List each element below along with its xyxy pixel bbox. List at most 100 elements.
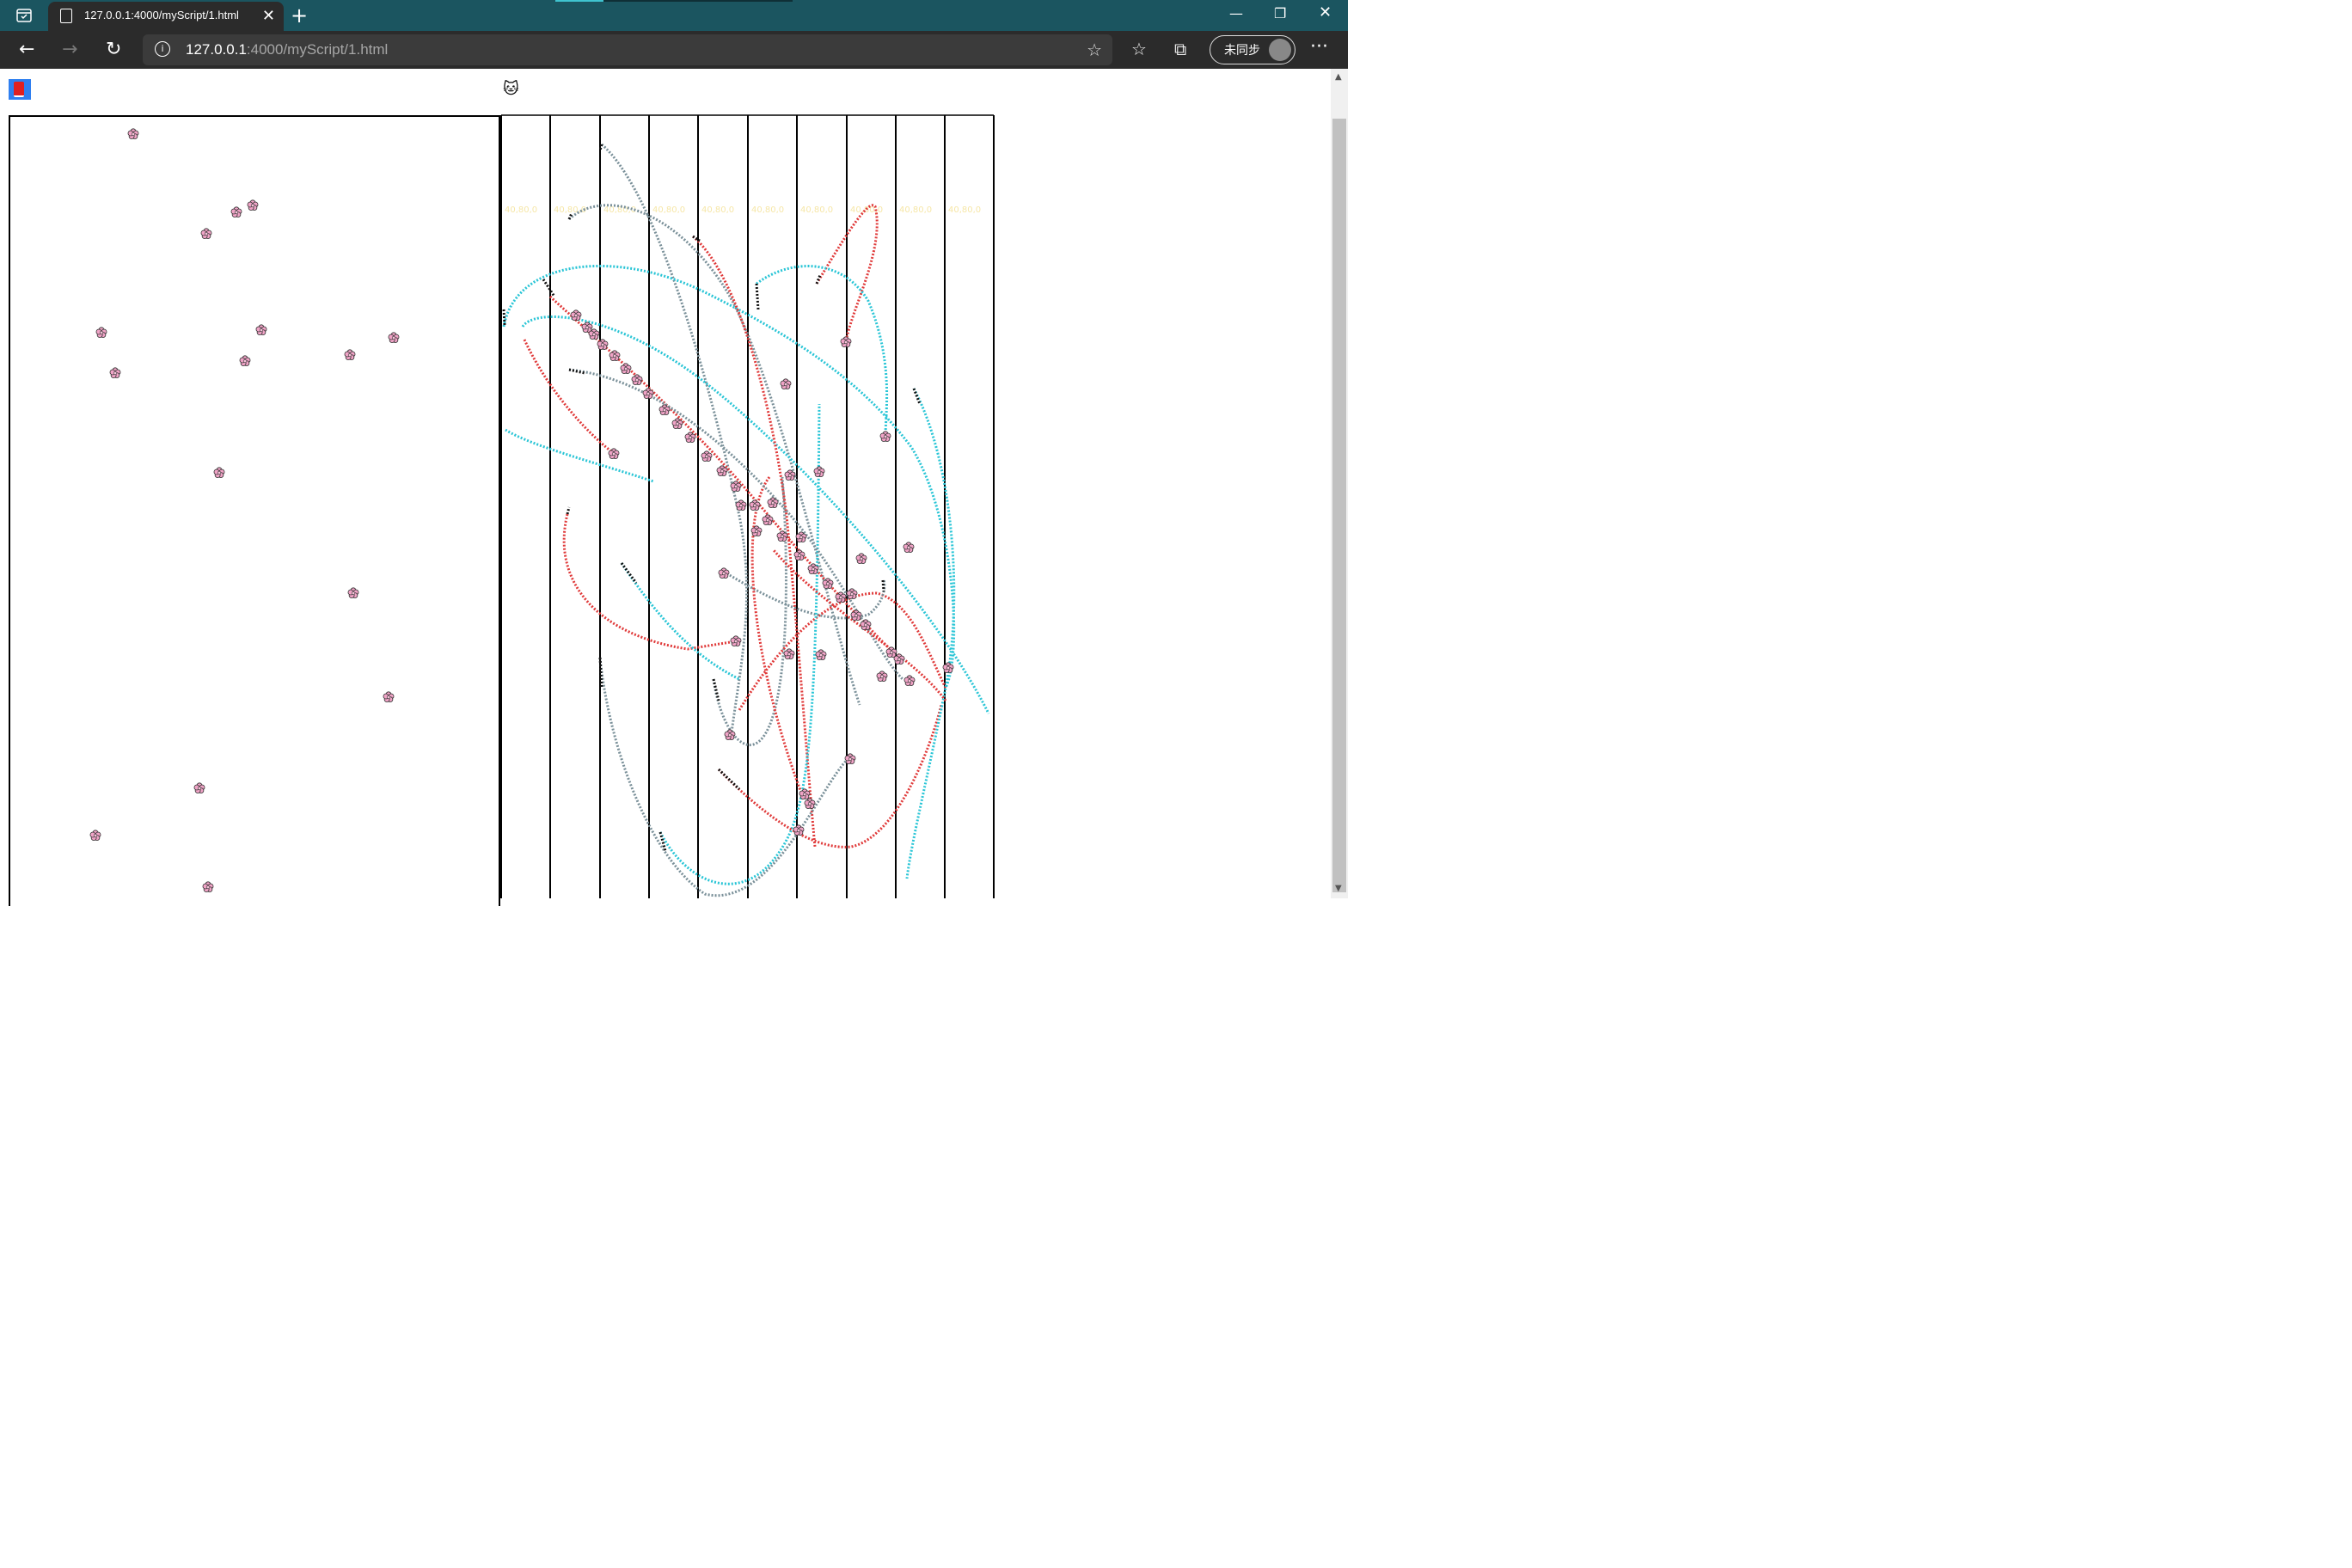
flower-icon[interactable] xyxy=(213,467,225,478)
cat-face-icon[interactable]: 🐱 xyxy=(503,80,519,98)
tab-actions-icon[interactable] xyxy=(15,7,33,24)
browser-tab[interactable]: 127.0.0.1:4000/myScript/1.html ✕ xyxy=(48,2,284,31)
flower-icon[interactable] xyxy=(846,588,858,599)
flower-icon[interactable] xyxy=(903,675,916,686)
flower-icon[interactable] xyxy=(840,336,852,347)
favorites-icon[interactable]: ☆ xyxy=(1131,39,1147,59)
forward-icon[interactable]: → xyxy=(62,39,78,60)
flower-icon[interactable] xyxy=(793,549,805,560)
flower-icon[interactable] xyxy=(730,481,742,492)
flower-icon[interactable] xyxy=(780,378,792,389)
flower-icon[interactable] xyxy=(631,374,643,385)
flower-icon[interactable] xyxy=(718,567,730,579)
close-tab-icon[interactable]: ✕ xyxy=(261,7,275,25)
trajectory-curve xyxy=(905,388,956,879)
flower-icon[interactable] xyxy=(835,591,847,603)
flower-icon[interactable] xyxy=(724,729,736,740)
flower-icon[interactable] xyxy=(255,324,267,335)
flower-icon[interactable] xyxy=(570,309,582,321)
column-label: 40,80,0 xyxy=(850,205,883,215)
close-window-icon[interactable]: ✕ xyxy=(1319,3,1332,21)
flower-icon[interactable] xyxy=(608,448,620,459)
flower-icon[interactable] xyxy=(735,499,747,511)
flower-icon[interactable] xyxy=(658,404,671,415)
flower-icon[interactable] xyxy=(620,363,632,374)
flower-icon[interactable] xyxy=(879,431,891,442)
flower-icon[interactable] xyxy=(855,553,867,564)
flower-icon[interactable] xyxy=(388,332,400,343)
flower-icon[interactable] xyxy=(804,798,816,809)
flower-icon[interactable] xyxy=(109,367,121,378)
flower-icon[interactable] xyxy=(247,199,259,211)
scroll-thumb[interactable] xyxy=(1332,119,1346,892)
flower-icon[interactable] xyxy=(876,671,888,682)
trajectory-curve xyxy=(717,704,943,848)
tab-title: 127.0.0.1:4000/myScript/1.html xyxy=(84,9,239,21)
site-info-icon[interactable]: i xyxy=(155,41,170,57)
url-text[interactable]: 127.0.0.1:4000/myScript/1.html xyxy=(186,41,389,58)
flower-icon[interactable] xyxy=(202,881,214,892)
minimize-icon[interactable]: — xyxy=(1229,5,1243,21)
flower-icon[interactable] xyxy=(581,322,593,333)
flower-icon[interactable] xyxy=(762,514,774,525)
canvas-stage: 40,80,0 40,80,0 40,80,0 40,80,0 40,80,0 40,80… xyxy=(89,114,995,898)
flower-icon[interactable] xyxy=(850,609,862,621)
flower-icon[interactable] xyxy=(885,646,897,658)
flower-icon[interactable] xyxy=(701,450,713,462)
collections-icon[interactable]: ⧉ xyxy=(1174,39,1187,59)
flower-icon[interactable] xyxy=(813,466,825,477)
flower-icon[interactable] xyxy=(795,531,807,542)
flower-icon[interactable] xyxy=(815,649,827,660)
book-icon[interactable] xyxy=(9,79,31,100)
flower-icon[interactable] xyxy=(716,465,728,476)
flower-icon[interactable] xyxy=(230,206,242,217)
trajectory-tip xyxy=(502,309,506,326)
profile-button[interactable]: 未同步 xyxy=(1210,35,1295,64)
flower-icon[interactable] xyxy=(860,619,872,630)
flower-icon[interactable] xyxy=(193,782,205,793)
flower-icon[interactable] xyxy=(642,388,654,399)
add-favorite-icon[interactable]: ☆ xyxy=(1087,40,1102,60)
flower-icon[interactable] xyxy=(793,824,805,836)
flower-icon[interactable] xyxy=(347,587,359,598)
scroll-down-icon[interactable]: ▼ xyxy=(1335,884,1342,893)
flower-icon[interactable] xyxy=(684,432,696,443)
flower-icon[interactable] xyxy=(822,578,834,589)
flower-icon[interactable] xyxy=(750,525,763,536)
restore-icon[interactable]: ❐ xyxy=(1274,5,1287,21)
flower-icon[interactable] xyxy=(749,499,761,511)
trajectory-curve xyxy=(562,513,737,651)
flower-icon[interactable] xyxy=(799,788,811,799)
flower-icon[interactable] xyxy=(893,653,905,665)
flower-icon[interactable] xyxy=(127,128,139,139)
flower-icon[interactable] xyxy=(807,563,819,574)
new-tab-button[interactable]: + xyxy=(291,3,309,28)
flower-icon[interactable] xyxy=(903,542,915,553)
trajectory-tip xyxy=(598,144,603,151)
flower-icon[interactable] xyxy=(844,753,856,764)
address-bar[interactable]: i 127.0.0.1:4000/myScript/1.html ☆ xyxy=(143,34,1112,65)
flower-icon[interactable] xyxy=(383,691,395,702)
trajectory-tip xyxy=(566,506,571,515)
flower-icon[interactable] xyxy=(942,662,954,673)
back-icon[interactable]: ← xyxy=(19,39,35,60)
flower-icon[interactable] xyxy=(783,648,795,659)
refresh-icon[interactable]: ↻ xyxy=(106,39,122,60)
scroll-up-icon[interactable]: ▲ xyxy=(1335,72,1342,82)
flower-icon[interactable] xyxy=(588,328,600,340)
flower-icon[interactable] xyxy=(344,349,356,360)
flower-icon[interactable] xyxy=(239,355,251,366)
flower-icon[interactable] xyxy=(89,830,101,841)
flower-icon[interactable] xyxy=(784,469,796,481)
trajectory-tip xyxy=(692,235,701,242)
page-scrollbar[interactable]: ▲ ▼ xyxy=(1331,69,1348,898)
flower-icon[interactable] xyxy=(597,339,609,350)
flower-icon[interactable] xyxy=(609,350,621,361)
flower-icon[interactable] xyxy=(730,635,742,646)
flower-icon[interactable] xyxy=(776,530,788,542)
flower-icon[interactable] xyxy=(95,327,107,338)
flower-icon[interactable] xyxy=(767,497,779,508)
flower-icon[interactable] xyxy=(671,418,683,429)
flower-icon[interactable] xyxy=(200,228,212,239)
more-menu-icon[interactable]: ··· xyxy=(1310,36,1328,58)
